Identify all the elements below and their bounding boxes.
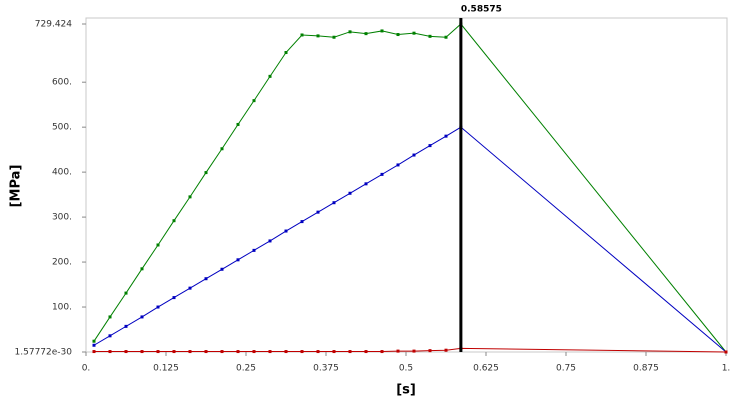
point: [188, 350, 192, 354]
point: [140, 315, 144, 319]
point: [316, 350, 320, 354]
series-line: [93, 126, 727, 353]
x-tick-label: 0.875: [633, 364, 659, 374]
point: [156, 243, 160, 247]
x-tick-label: 0.25: [236, 364, 256, 374]
point: [204, 171, 208, 175]
point: [220, 267, 224, 271]
point: [380, 172, 384, 176]
point: [348, 191, 352, 195]
series-line: [93, 23, 727, 353]
point: [252, 350, 256, 354]
point: [316, 34, 320, 38]
point: [364, 32, 368, 36]
y-tick-label: 729.424: [35, 20, 72, 30]
point: [444, 134, 448, 138]
point: [444, 35, 448, 39]
point: [396, 163, 400, 167]
point: [268, 74, 272, 78]
point: [188, 286, 192, 290]
point: [172, 296, 176, 300]
point: [284, 350, 288, 354]
point: [236, 258, 240, 262]
point: [396, 33, 400, 37]
y-tick-label: 1.57772e-30: [15, 348, 73, 358]
y-tick-label: 300.: [52, 213, 72, 223]
point: [188, 195, 192, 199]
point: [332, 201, 336, 205]
y-tick-label: 500.: [52, 123, 72, 133]
point: [332, 35, 336, 39]
point: [140, 267, 144, 271]
point: [124, 324, 128, 328]
point: [92, 339, 96, 343]
point: [156, 305, 160, 309]
point: [724, 350, 728, 354]
probe-label: 0.58575: [461, 5, 502, 15]
y-tick-label: 400.: [52, 168, 72, 178]
point: [300, 33, 304, 37]
point: [108, 334, 112, 338]
x-tick-label: 0.: [82, 364, 91, 374]
point: [268, 239, 272, 243]
point: [396, 349, 400, 353]
point: [252, 99, 256, 103]
point: [348, 30, 352, 34]
x-tick-label: 0.375: [313, 364, 339, 374]
point: [252, 248, 256, 252]
point: [156, 350, 160, 354]
point: [428, 34, 432, 38]
x-tick-label: 0.75: [556, 364, 576, 374]
point: [220, 147, 224, 151]
point: [380, 29, 384, 33]
point: [92, 350, 96, 354]
point: [412, 31, 416, 35]
point: [108, 350, 112, 354]
point: [172, 219, 176, 223]
point: [428, 144, 432, 148]
point: [300, 220, 304, 224]
plot-frame: [85, 17, 728, 353]
x-tick-label: 0.5: [399, 364, 413, 374]
point: [268, 350, 272, 354]
x-axis-title: [s]: [396, 383, 416, 398]
point: [316, 210, 320, 214]
point: [412, 349, 416, 353]
point: [444, 348, 448, 352]
point: [300, 350, 304, 354]
point: [140, 350, 144, 354]
x-tick-label: 0.125: [153, 364, 179, 374]
point: [428, 349, 432, 353]
y-tick-label: 200.: [52, 258, 72, 268]
point: [364, 350, 368, 354]
point: [380, 350, 384, 354]
y-tick-label: 100.: [52, 303, 72, 313]
point: [284, 51, 288, 55]
y-axis-title: [MPa]: [9, 165, 24, 208]
point: [364, 182, 368, 186]
point: [236, 122, 240, 126]
point: [124, 350, 128, 354]
point: [284, 229, 288, 233]
point: [412, 153, 416, 157]
point: [124, 291, 128, 295]
point: [108, 315, 112, 319]
point: [332, 350, 336, 354]
point: [172, 350, 176, 354]
point: [204, 350, 208, 354]
point: [348, 350, 352, 354]
point: [220, 350, 224, 354]
point: [204, 277, 208, 281]
y-tick-label: 600.: [52, 78, 72, 88]
x-tick-label: 0.625: [473, 364, 499, 374]
point: [92, 343, 96, 347]
point: [236, 350, 240, 354]
x-tick-label: 1.: [722, 364, 731, 374]
